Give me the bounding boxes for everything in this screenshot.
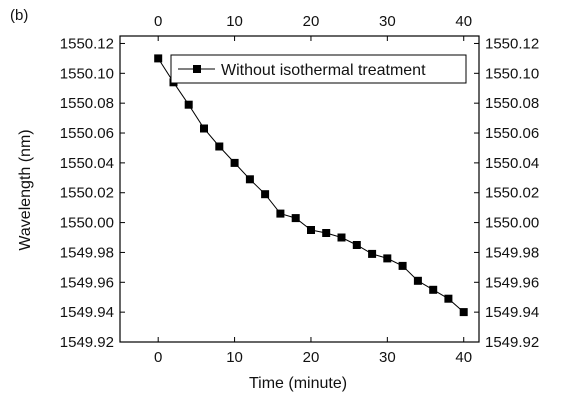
y-tick-label-right: 1549.92 xyxy=(485,334,539,351)
data-point xyxy=(291,214,300,223)
x-tick-label-bottom: 10 xyxy=(226,349,243,366)
data-point xyxy=(322,229,331,237)
data-point xyxy=(429,285,438,294)
y-tick-label-right: 1550.08 xyxy=(485,95,539,112)
x-tick-label-top: 40 xyxy=(455,13,472,30)
data-point xyxy=(459,308,468,317)
y-tick-label-left: 1550.06 xyxy=(60,125,114,142)
data-point xyxy=(215,142,224,151)
y-tick-label-left: 1549.94 xyxy=(60,304,114,321)
y-tick-label-left: 1549.98 xyxy=(60,244,114,261)
panel-label: (b) xyxy=(10,7,28,24)
x-tick-label-bottom: 30 xyxy=(379,349,396,366)
data-point xyxy=(200,124,208,133)
data-point xyxy=(398,261,407,270)
y-tick-label-right: 1550.10 xyxy=(485,65,539,82)
y-tick-label-right: 1549.96 xyxy=(485,274,539,291)
x-axis-title: Time (minute) xyxy=(249,375,347,392)
legend-box xyxy=(170,54,467,84)
legend-label: Without isothermal treatment xyxy=(221,62,426,79)
data-point xyxy=(352,241,361,249)
y-tick-label-right: 1549.98 xyxy=(485,244,539,261)
y-tick-label-right: 1550.06 xyxy=(485,125,539,142)
x-tick-label-bottom: 40 xyxy=(455,349,472,366)
y-tick-label-right: 1549.94 xyxy=(485,304,539,321)
data-point xyxy=(154,54,163,63)
ticks-layer: 0 0 10 10 20 20 30 30 40 40 1549.92 1549.92 1549.94 1… xyxy=(60,13,539,366)
x-tick-label-bottom: 20 xyxy=(303,349,320,366)
y-tick-label-left: 1550.04 xyxy=(60,155,114,172)
y-tick-label-left: 1550.10 xyxy=(60,65,114,82)
y-tick-label-right: 1550.04 xyxy=(485,155,539,172)
data-point xyxy=(368,249,377,258)
data-point xyxy=(184,100,193,109)
data-point xyxy=(245,175,254,184)
data-point xyxy=(337,233,346,242)
data-point xyxy=(307,226,315,234)
x-tick-label-bottom: 0 xyxy=(154,349,162,366)
x-tick-label-top: 0 xyxy=(154,13,162,30)
y-tick-label-left: 1550.12 xyxy=(60,35,114,52)
data-point xyxy=(261,190,270,199)
plot-frame xyxy=(119,35,480,343)
y-axis-title: Wavelength (nm) xyxy=(17,129,34,250)
x-tick-label-top: 30 xyxy=(379,13,396,30)
y-tick-label-left: 1549.92 xyxy=(60,334,114,351)
data-point xyxy=(444,294,453,303)
data-point xyxy=(413,276,422,285)
y-tick-label-left: 1550.02 xyxy=(60,185,114,202)
legend-marker xyxy=(193,65,201,73)
y-tick-label-right: 1550.02 xyxy=(485,185,539,202)
y-tick-label-left: 1549.96 xyxy=(60,274,114,291)
data-point xyxy=(230,158,239,167)
y-tick-label-left: 1550.00 xyxy=(60,215,114,232)
y-tick-label-left: 1550.08 xyxy=(60,95,114,112)
legend: Without isothermal treatment xyxy=(170,54,467,84)
x-tick-label-top: 20 xyxy=(303,13,320,30)
y-tick-label-right: 1550.12 xyxy=(485,35,539,52)
x-tick-label-top: 10 xyxy=(226,13,243,30)
series-layer xyxy=(154,54,468,317)
series-line xyxy=(157,58,465,313)
data-point xyxy=(276,209,285,218)
y-tick-label-right: 1550.00 xyxy=(485,215,539,232)
data-point xyxy=(383,254,392,263)
